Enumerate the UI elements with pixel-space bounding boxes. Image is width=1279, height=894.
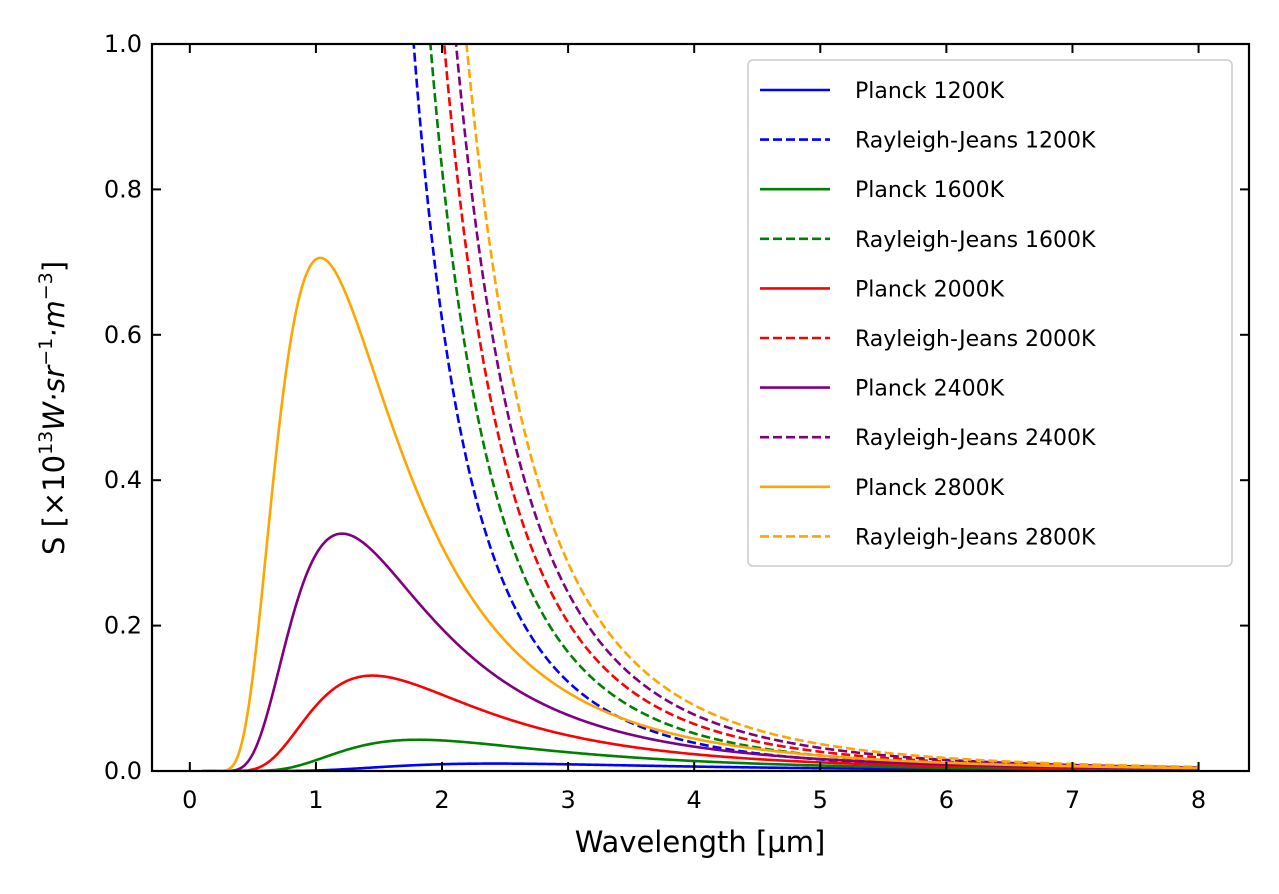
legend-label: Rayleigh-Jeans 1200K xyxy=(855,129,1096,154)
y-tick-label: 0.0 xyxy=(104,757,142,785)
series-line-rayleigh-jeans-2400k xyxy=(454,44,1199,769)
y-tick-label: 0.6 xyxy=(104,321,142,349)
legend-label: Planck 1200K xyxy=(855,79,1005,104)
x-tick-label: 2 xyxy=(434,786,449,814)
legend-label: Rayleigh-Jeans 2800K xyxy=(855,525,1096,550)
x-axis-label: Wavelength [µm] xyxy=(575,825,826,859)
y-axis: 0.0 0.2 0.4 0.6 0.8 1.0 xyxy=(104,30,1249,785)
legend-label: Rayleigh-Jeans 2400K xyxy=(855,426,1096,451)
legend-label: Rayleigh-Jeans 1600K xyxy=(855,228,1096,253)
x-axis: 0 1 2 3 4 5 6 7 8 xyxy=(182,44,1206,814)
x-tick-label: 4 xyxy=(687,786,702,814)
y-tick-label: 0.2 xyxy=(104,612,142,640)
legend-label: Planck 2000K xyxy=(855,277,1005,302)
y-tick-label: 0.8 xyxy=(104,175,142,203)
x-tick-label: 5 xyxy=(813,786,828,814)
x-tick-label: 7 xyxy=(1065,786,1080,814)
x-tick-label: 0 xyxy=(182,786,197,814)
plot-frame xyxy=(150,42,1251,773)
legend-label: Planck 2800K xyxy=(855,476,1005,501)
series-line-planck-2400k xyxy=(202,532,1199,771)
series-line-rayleigh-jeans-2800k xyxy=(465,44,1199,769)
curves-group xyxy=(202,44,1199,771)
legend-label: Rayleigh-Jeans 2000K xyxy=(855,327,1096,352)
y-axis-label: S [×1013W·sr−1·m−3] xyxy=(35,261,71,555)
y-tick-label: 0.4 xyxy=(104,466,142,494)
x-tick-label: 6 xyxy=(939,786,954,814)
x-tick-label: 3 xyxy=(560,786,575,814)
legend-label: Planck 1600K xyxy=(855,178,1005,203)
legend-label: Planck 2400K xyxy=(855,377,1005,402)
series-line-planck-2800k xyxy=(202,256,1199,771)
x-tick-label: 8 xyxy=(1191,786,1206,814)
x-tick-label: 1 xyxy=(308,786,323,814)
y-tick-label: 1.0 xyxy=(104,30,142,58)
series-line-planck-2000k xyxy=(202,674,1199,771)
legend: Planck 1200K Rayleigh-Jeans 1200K Planck 1… xyxy=(747,59,1233,567)
